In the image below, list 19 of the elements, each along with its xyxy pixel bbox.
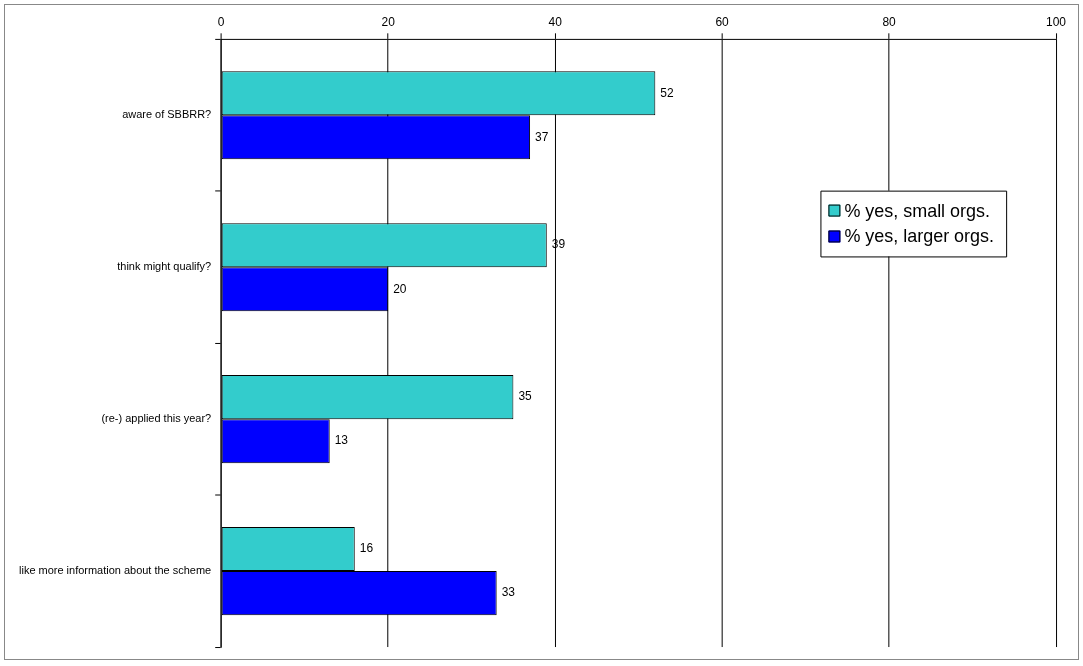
y-tick-label: (re-) applied this year? (101, 412, 212, 425)
data-label: 33 (501, 585, 516, 600)
legend-label: % yes, small orgs. (844, 200, 991, 221)
y-tick-label: aware of SBBRR? (122, 108, 212, 121)
x-tick-label: 100 (1046, 15, 1067, 30)
data-label: 16 (359, 541, 374, 556)
data-label: 13 (334, 433, 349, 448)
data-label: 20 (393, 281, 407, 296)
x-tick-label: 20 (381, 15, 396, 30)
y-tick-label: think might qualify? (117, 260, 212, 273)
x-tick-label: 40 (548, 15, 563, 30)
data-label: 52 (660, 85, 674, 100)
legend-label: % yes, larger orgs. (844, 226, 995, 247)
y-tick-label: like more information about the scheme (19, 564, 212, 577)
x-tick-label: 80 (882, 15, 897, 30)
data-label: 37 (535, 129, 549, 144)
x-tick-label: 0 (217, 15, 225, 30)
x-tick-label: 60 (715, 15, 730, 30)
data-label: 35 (518, 389, 533, 404)
